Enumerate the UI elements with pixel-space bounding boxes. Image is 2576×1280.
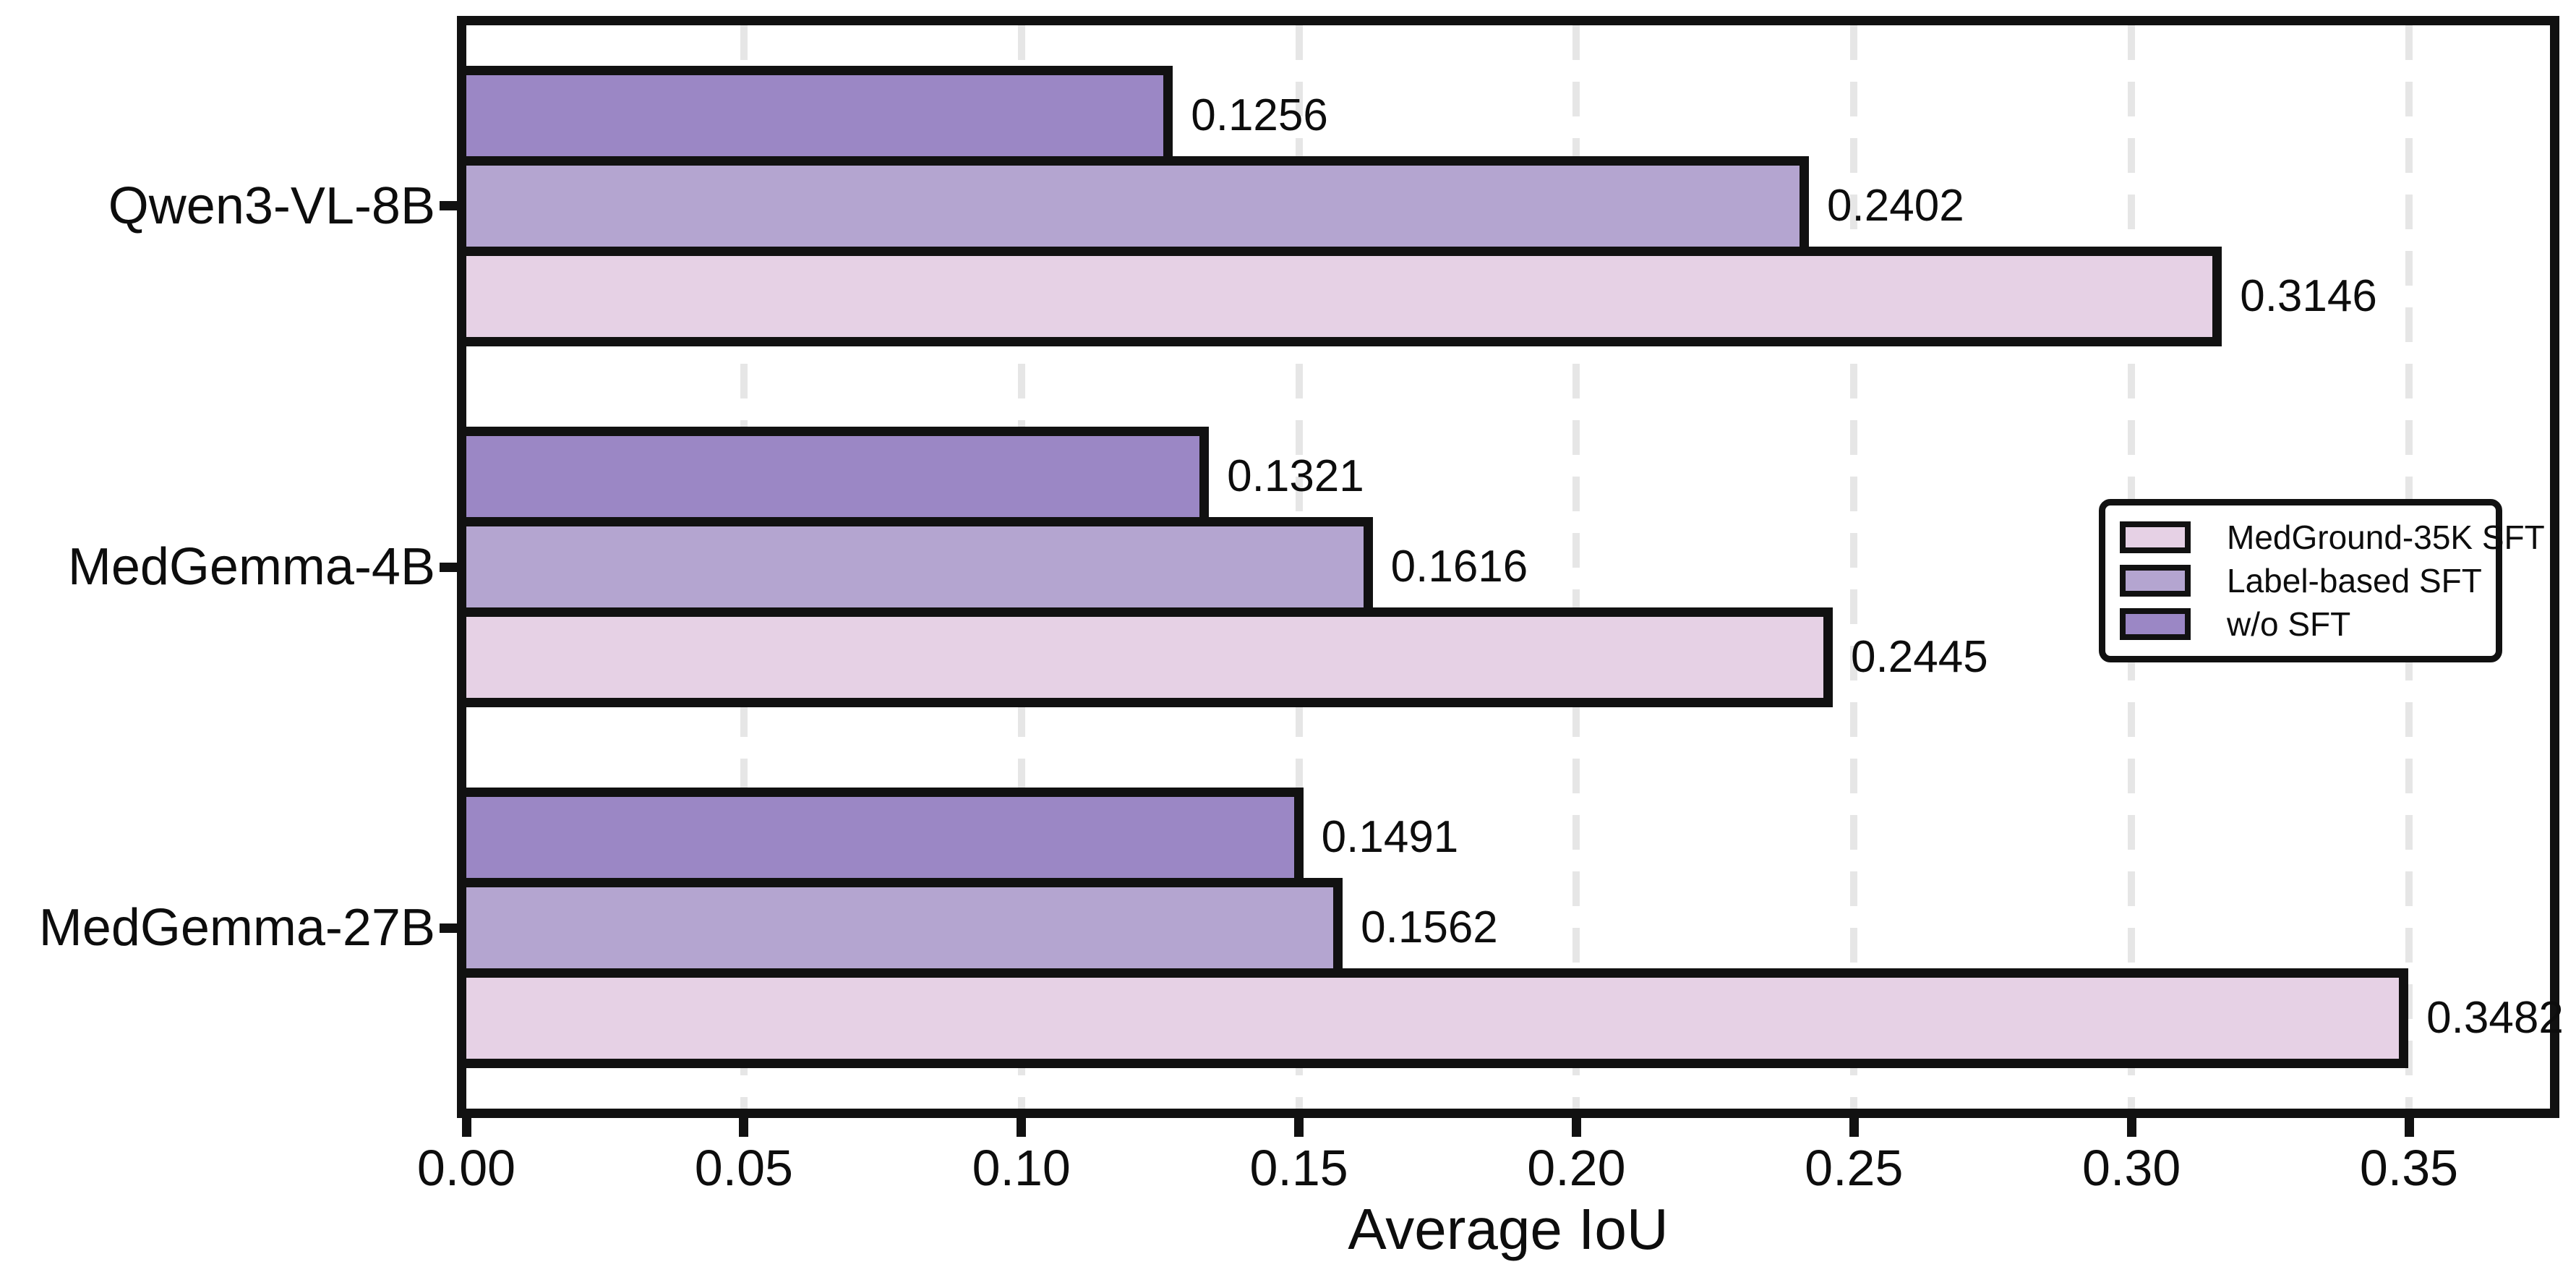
bar-medgemma-4b-medground-35k-sft <box>457 607 1833 707</box>
y-tick-label-medgemma-27b: MedGemma-27B <box>38 899 435 957</box>
x-tick-label: 0.00 <box>416 1140 516 1196</box>
legend: MedGround-35K SFT Label-based SFT w/o SFT <box>2099 499 2545 662</box>
x-axis-title: Average IoU <box>1348 1197 1669 1261</box>
bar-value-label: 0.2445 <box>1851 632 1988 682</box>
bar-medgemma-27b-w-o-sft <box>457 788 1304 888</box>
bar-medgemma-4b-label-based-sft <box>457 517 1373 617</box>
x-tick <box>739 1118 749 1137</box>
x-tick-label: 0.25 <box>1805 1140 1904 1196</box>
bar-value-label: 0.1562 <box>1361 903 1498 953</box>
x-tick <box>1017 1118 1027 1137</box>
bar-value-label: 0.1491 <box>1321 812 1459 863</box>
bar-value-label: 0.2402 <box>1827 180 1964 231</box>
bar-value-label: 0.3482 <box>2426 993 2564 1044</box>
legend-label: MedGround-35K SFT <box>2227 519 2545 556</box>
bar-qwen3-vl-8b-medground-35k-sft <box>457 246 2222 346</box>
x-tick <box>461 1118 471 1137</box>
bar-value-label: 0.1256 <box>1191 90 1328 140</box>
x-tick-label: 0.30 <box>2082 1140 2181 1196</box>
x-gridline <box>1850 25 1858 1109</box>
legend-swatch <box>2120 521 2191 553</box>
x-tick <box>1849 1118 1859 1137</box>
x-tick <box>1294 1118 1304 1137</box>
x-tick-label: 0.10 <box>972 1140 1071 1196</box>
bar-value-label: 0.1321 <box>1227 451 1364 501</box>
bar-medgemma-27b-medground-35k-sft <box>457 968 2409 1069</box>
legend-label: w/o SFT <box>2227 605 2351 643</box>
y-tick <box>440 562 457 572</box>
bar-qwen3-vl-8b-label-based-sft <box>457 155 1810 256</box>
bar-qwen3-vl-8b-w-o-sft <box>457 65 1173 166</box>
x-tick <box>2126 1118 2136 1137</box>
x-tick-label: 0.05 <box>694 1140 793 1196</box>
x-tick-label: 0.15 <box>1249 1140 1348 1196</box>
bar-medgemma-27b-label-based-sft <box>457 878 1343 978</box>
bar-value-label: 0.3146 <box>2240 270 2377 321</box>
x-tick-label: 0.35 <box>2359 1140 2459 1196</box>
bar-value-label: 0.1616 <box>1390 542 1528 592</box>
x-tick <box>1571 1118 1581 1137</box>
x-gridline <box>1572 25 1580 1109</box>
legend-entry: w/o SFT <box>2120 607 2481 641</box>
legend-swatch <box>2120 608 2191 640</box>
y-tick-label-qwen3-vl-8b: Qwen3-VL-8B <box>108 176 435 235</box>
y-tick <box>440 923 457 933</box>
y-tick-label-medgemma-4b: MedGemma-4B <box>67 538 435 596</box>
y-tick <box>440 201 457 211</box>
x-tick-label: 0.20 <box>1527 1140 1626 1196</box>
x-tick <box>2404 1118 2414 1137</box>
legend-label: Label-based SFT <box>2227 562 2482 600</box>
legend-entry: MedGround-35K SFT <box>2120 520 2545 555</box>
legend-swatch <box>2120 565 2191 597</box>
bar-medgemma-4b-w-o-sft <box>457 427 1210 526</box>
legend-entry: Label-based SFT <box>2120 562 2482 600</box>
